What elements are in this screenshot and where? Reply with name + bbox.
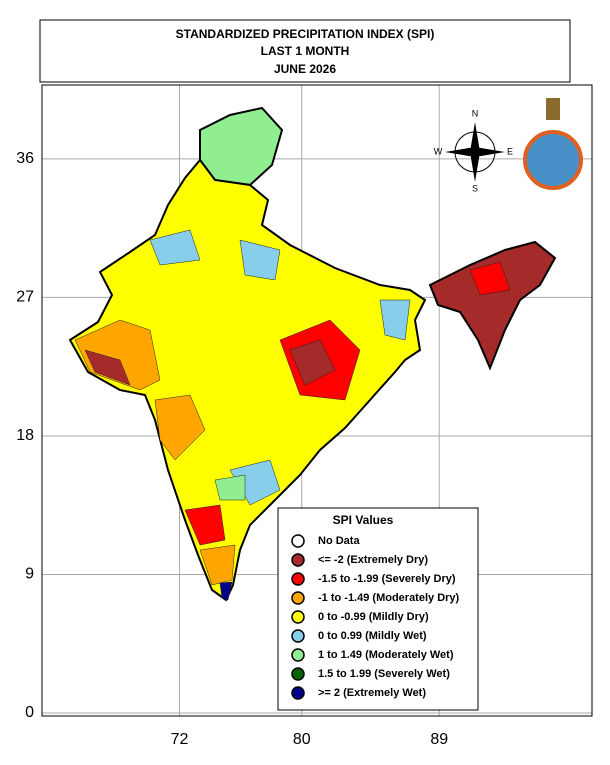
legend-swatch [291,648,305,662]
legend-label: 0 to 0.99 (Mildly Wet) [318,630,427,642]
patch [149,229,201,266]
legend-swatch [291,686,305,700]
compass-label: N [472,108,479,118]
legend-label: 1 to 1.49 (Moderately Wet) [318,649,454,661]
legend-label: <= -2 (Extremely Dry) [318,554,428,566]
title-line: LAST 1 MONTH [261,44,350,58]
compass: N S E W [434,108,513,193]
legend-label: No Data [318,535,360,547]
patch [214,474,246,501]
northeast [428,240,557,371]
legend-label: -1 to -1.49 (Moderately Dry) [318,592,460,604]
patch [199,544,236,586]
emblem-seal [523,130,583,190]
emblem [523,98,583,190]
emblem-top [546,98,560,120]
patch [184,504,226,546]
mainland [68,158,427,602]
patch [239,239,281,281]
legend-label: 1.5 to 1.99 (Severely Wet) [318,668,450,680]
patch [379,299,411,341]
title-box [39,19,571,83]
kashmir [199,106,284,187]
legend-label: >= 2 (Extremely Wet) [318,687,426,699]
legend-swatch [291,553,305,567]
legend-label: -1.5 to -1.99 (Severely Dry) [318,573,456,585]
title-line: JUNE 2026 [274,62,336,76]
legend-swatch [291,629,305,643]
y-tick-label: 0 [25,704,34,721]
plot-frame [41,84,593,717]
patch [219,581,233,601]
patch [469,261,511,296]
x-tick-label: 72 [171,731,189,748]
legend: SPI Values No Data <= -2 (Extremely Dry) -… [277,507,479,711]
compass-label: W [434,146,443,156]
legend-swatch [291,534,305,548]
legend-box [277,507,479,711]
title-line: STANDARDIZED PRECIPITATION INDEX (SPI) [176,27,435,41]
x-tick-label: 80 [293,731,311,748]
y-tick-label: 36 [16,150,34,167]
legend-swatch [291,591,305,605]
legend-label: 0 to -0.99 (Mildly Dry) [318,611,429,623]
y-tick-label: 18 [16,427,34,444]
legend-title: SPI Values [333,513,394,527]
compass-label: E [507,146,513,156]
legend-swatch [291,610,305,624]
patch [289,339,336,386]
compass-label: S [472,183,478,193]
india-map [68,106,557,602]
patch [84,349,131,386]
legend-swatch [291,667,305,681]
compass-rose [445,122,505,182]
y-tick-label: 9 [25,566,34,583]
legend-swatch [291,572,305,586]
x-tick-label: 89 [430,731,448,748]
patch [154,394,206,461]
spi-patches [74,229,511,601]
y-tick-label: 27 [16,289,34,306]
